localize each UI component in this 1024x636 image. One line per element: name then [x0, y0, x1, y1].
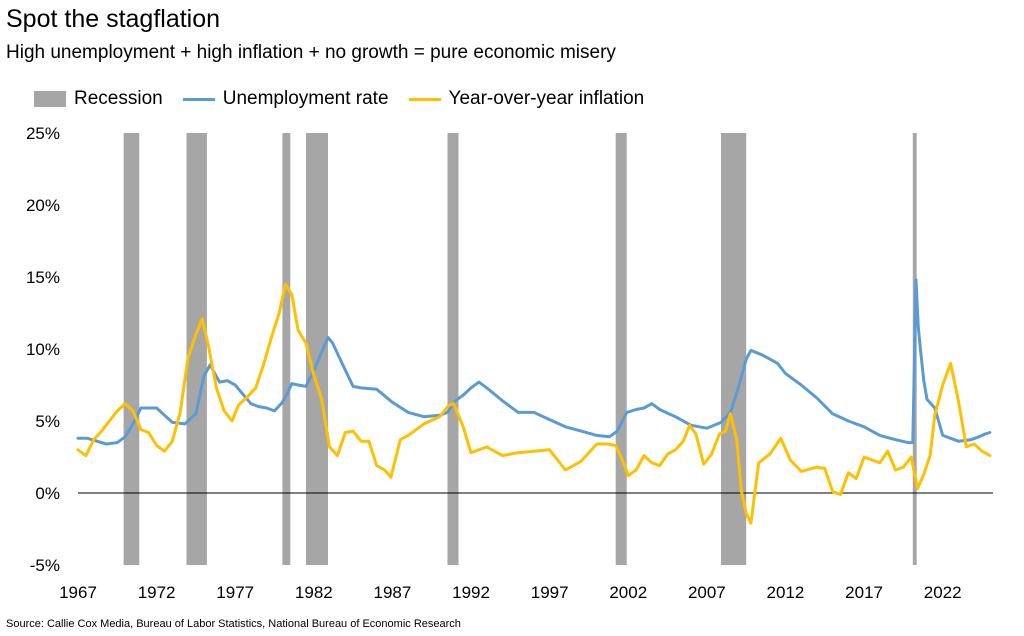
legend-item-recession: Recession — [34, 86, 163, 112]
y-tick-label: -5% — [30, 556, 60, 575]
legend-label-recession: Recession — [74, 88, 163, 109]
y-tick-label: 5% — [35, 412, 60, 431]
legend-swatch-recession — [34, 91, 66, 107]
legend: Recession Unemployment rate Year-over-ye… — [34, 86, 664, 112]
recession-band-3 — [306, 133, 328, 565]
recession-band-1 — [186, 133, 207, 565]
recession-band-4 — [447, 133, 459, 565]
unemployment-rate-line — [76, 278, 992, 446]
chart-title: Spot the stagflation — [6, 5, 221, 33]
y-tick-label: 15% — [26, 268, 60, 287]
y-tick-label: 20% — [26, 196, 60, 215]
source-note: Source: Callie Cox Media, Bureau of Labo… — [6, 618, 461, 630]
legend-item-inflation: Year-over-year inflation — [408, 86, 645, 112]
x-tick-label: 2007 — [688, 583, 726, 602]
x-tick-label: 2022 — [924, 583, 962, 602]
legend-label-unemployment: Unemployment rate — [222, 88, 389, 109]
y-tick-label: 25% — [26, 124, 60, 143]
legend-swatch-inflation — [408, 97, 441, 101]
legend-item-unemployment: Unemployment rate — [182, 86, 389, 112]
recession-band-2 — [282, 133, 291, 565]
recession-band-5 — [615, 133, 627, 565]
x-tick-label: 1967 — [59, 583, 97, 602]
inflation-line — [76, 282, 992, 525]
y-tick-label: 0% — [35, 484, 60, 503]
x-tick-label: 1997 — [531, 583, 569, 602]
legend-label-inflation: Year-over-year inflation — [448, 88, 645, 109]
legend-swatch-unemployment — [182, 97, 215, 101]
recession-band-0 — [123, 133, 140, 565]
x-tick-label: 2017 — [845, 583, 883, 602]
x-tick-label: 1987 — [374, 583, 412, 602]
x-tick-label: 1992 — [452, 583, 490, 602]
x-tick-label: 2012 — [767, 583, 805, 602]
chart-subtitle: High unemployment + high inflation + no … — [6, 42, 616, 63]
x-tick-label: 1977 — [216, 583, 254, 602]
x-tick-label: 2002 — [609, 583, 647, 602]
x-tick-label: 1972 — [138, 583, 176, 602]
x-tick-label: 1982 — [295, 583, 333, 602]
y-tick-label: 10% — [26, 340, 60, 359]
